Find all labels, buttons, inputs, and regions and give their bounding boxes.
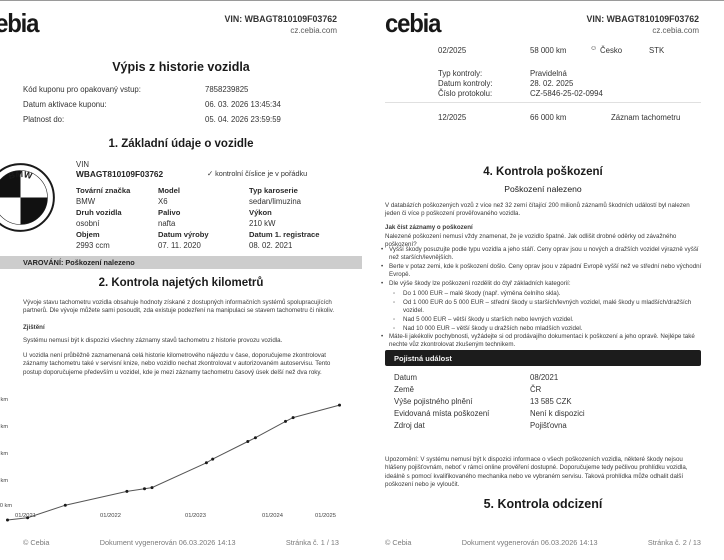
svg-text:0 km: 0 km (0, 503, 12, 509)
svg-text:01/2025: 01/2025 (315, 513, 336, 519)
svg-text:20 000 km: 20 000 km (0, 478, 8, 484)
svg-text:01/2023: 01/2023 (185, 513, 206, 519)
svg-text:01/2022: 01/2022 (100, 513, 121, 519)
svg-text:80 000 km: 80 000 km (0, 397, 8, 403)
svg-text:40 000 km: 40 000 km (0, 451, 8, 457)
svg-text:01/2024: 01/2024 (262, 513, 284, 519)
svg-text:01/2021: 01/2021 (15, 513, 36, 519)
svg-text:60 000 km: 60 000 km (0, 424, 8, 430)
